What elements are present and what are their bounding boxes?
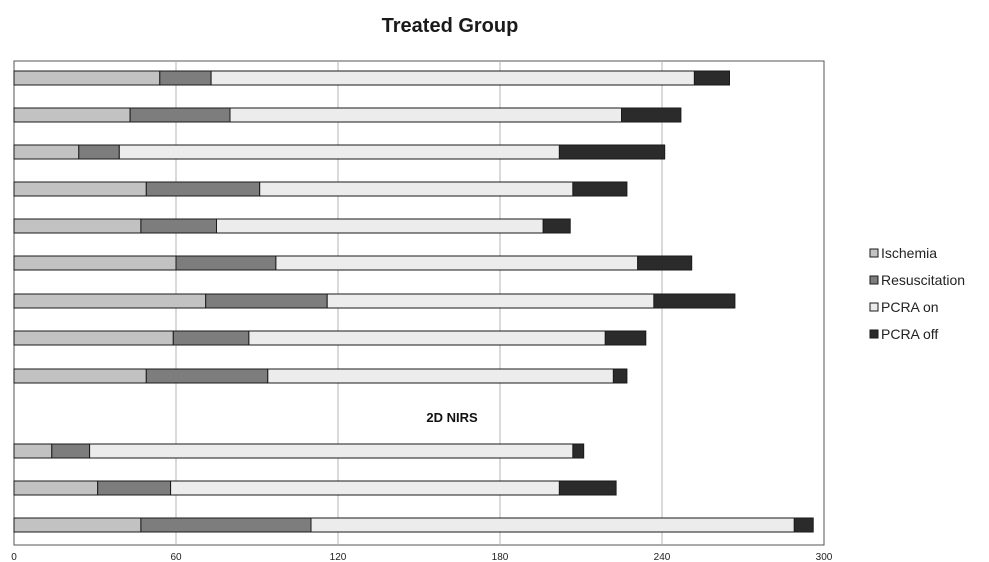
bar-g2-r2-resuscitation — [97, 480, 172, 496]
bar-g2-r3-ischemia — [13, 517, 142, 533]
bar-g1-r8-pcra-on — [248, 330, 606, 346]
bar-g1-r1-pcra-off — [693, 70, 731, 86]
legend-swatch-ischemia — [869, 248, 879, 258]
legend-swatch-pcra-off — [869, 329, 879, 339]
bar-g2-r3-resuscitation — [140, 517, 312, 533]
legend-label-ischemia: Ischemia — [881, 245, 937, 261]
x-tick-label-180: 180 — [492, 552, 509, 562]
legend-label-pcra-off: PCRA off — [881, 326, 938, 342]
bar-g1-r8-ischemia — [13, 330, 174, 346]
legend-label-pcra-on: PCRA on — [881, 299, 939, 315]
bar-g1-r9-resuscitation — [145, 368, 269, 384]
bar-g1-r7-resuscitation — [205, 293, 328, 309]
x-tick-label-0: 0 — [11, 552, 17, 562]
bar-g1-r1-resuscitation — [159, 70, 212, 86]
bar-g1-r2-resuscitation — [129, 107, 231, 123]
nirs-annotation: 2D NIRS — [426, 410, 478, 425]
x-tick-label-240: 240 — [654, 552, 671, 562]
bar-g1-r2-pcra-on — [229, 107, 622, 123]
bar-g2-r2-pcra-on — [170, 480, 560, 496]
bar-g1-r8-resuscitation — [172, 330, 250, 346]
legend-swatch-resuscitation — [869, 275, 879, 285]
bar-g1-r9-pcra-off — [612, 368, 628, 384]
bar-g1-r3-pcra-off — [558, 144, 666, 160]
bar-g2-r2-pcra-off — [558, 480, 617, 496]
bar-g1-r3-pcra-on — [118, 144, 560, 160]
legend-swatch-pcra-on — [869, 302, 879, 312]
bar-g1-r8-pcra-off — [604, 330, 647, 346]
bar-g2-r2-ischemia — [13, 480, 99, 496]
bar-g1-r7-pcra-off — [653, 293, 736, 309]
bar-g2-r3-pcra-on — [310, 517, 795, 533]
bar-g1-r3-ischemia — [13, 144, 80, 160]
bar-g2-r1-resuscitation — [51, 443, 91, 459]
bar-g1-r5-pcra-off — [542, 218, 571, 234]
bar-g2-r1-ischemia — [13, 443, 53, 459]
bar-g1-r6-resuscitation — [175, 255, 277, 271]
x-axis-ticks: 0 60 120 180 240 300 — [11, 552, 833, 562]
bar-g1-r5-ischemia — [13, 218, 142, 234]
bar-g1-r1-pcra-on — [210, 70, 695, 86]
bar-g2-r1-pcra-on — [89, 443, 574, 459]
x-tick-label-120: 120 — [330, 552, 347, 562]
bar-g1-r7-ischemia — [13, 293, 207, 309]
bar-g2-r1-pcra-off — [572, 443, 585, 459]
bar-g1-r4-pcra-off — [572, 181, 628, 197]
bar-g1-r4-resuscitation — [145, 181, 261, 197]
bar-g1-r9-pcra-on — [267, 368, 614, 384]
bar-g1-r3-resuscitation — [78, 144, 120, 160]
chart-title: Treated Group — [382, 15, 519, 37]
bar-g1-r7-pcra-on — [326, 293, 655, 309]
bar-g1-r5-pcra-on — [216, 218, 544, 234]
bar-g1-r1-ischemia — [13, 70, 161, 86]
bar-g1-r6-ischemia — [13, 255, 177, 271]
bar-g1-r4-pcra-on — [259, 181, 574, 197]
x-tick-label-60: 60 — [170, 552, 182, 562]
bar-g1-r9-ischemia — [13, 368, 147, 384]
bar-g1-r5-resuscitation — [140, 218, 217, 234]
bars — [13, 70, 814, 533]
bar-g1-r6-pcra-off — [637, 255, 693, 271]
bar-g1-r2-pcra-off — [621, 107, 682, 123]
legend-label-resuscitation: Resuscitation — [881, 272, 965, 288]
bar-g2-r3-pcra-off — [793, 517, 814, 533]
bar-g1-r2-ischemia — [13, 107, 131, 123]
bar-g1-r6-pcra-on — [275, 255, 639, 271]
legend: Ischemia Resuscitation PCRA on PCRA off — [869, 245, 965, 342]
bar-g1-r4-ischemia — [13, 181, 147, 197]
x-tick-label-300: 300 — [816, 552, 833, 562]
